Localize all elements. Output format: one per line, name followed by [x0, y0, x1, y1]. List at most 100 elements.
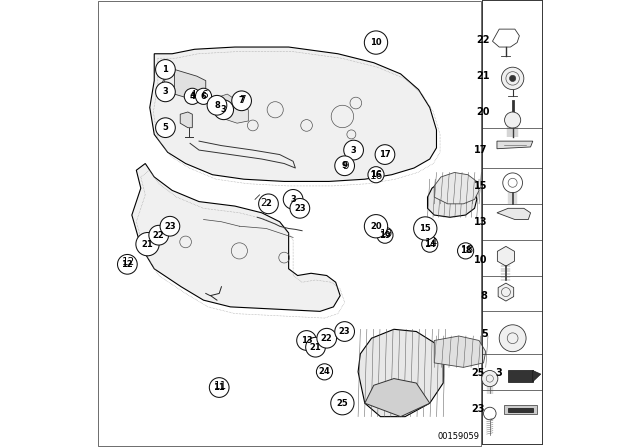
- Text: 3: 3: [351, 146, 356, 155]
- Polygon shape: [493, 29, 520, 47]
- Text: 1: 1: [163, 65, 168, 74]
- Circle shape: [297, 331, 316, 350]
- Circle shape: [290, 198, 310, 218]
- Text: 22: 22: [476, 35, 490, 45]
- Circle shape: [156, 118, 175, 138]
- Text: 9: 9: [342, 161, 348, 170]
- Text: 17: 17: [379, 150, 391, 159]
- Circle shape: [214, 100, 234, 120]
- Text: 15: 15: [474, 181, 488, 191]
- Text: 23: 23: [339, 327, 351, 336]
- Text: 23: 23: [472, 404, 485, 414]
- Text: 11: 11: [213, 383, 225, 392]
- Text: 16: 16: [370, 170, 382, 179]
- Bar: [99, 1, 481, 446]
- Circle shape: [316, 364, 333, 380]
- Circle shape: [499, 325, 526, 352]
- Text: 3: 3: [163, 87, 168, 96]
- Text: 13: 13: [474, 217, 488, 227]
- Text: 6: 6: [202, 90, 208, 100]
- Polygon shape: [498, 283, 514, 301]
- Text: 18: 18: [460, 246, 472, 255]
- Text: 23: 23: [164, 222, 176, 231]
- Text: 17: 17: [474, 145, 488, 155]
- Polygon shape: [217, 99, 248, 123]
- Text: 14: 14: [424, 238, 438, 248]
- Text: 3: 3: [495, 368, 502, 378]
- Circle shape: [160, 216, 180, 236]
- Circle shape: [284, 190, 303, 209]
- Circle shape: [482, 370, 498, 387]
- Polygon shape: [497, 246, 515, 266]
- Text: 21: 21: [310, 343, 321, 352]
- Circle shape: [232, 91, 252, 111]
- Text: 00159059: 00159059: [438, 432, 479, 441]
- Polygon shape: [428, 179, 477, 217]
- Text: 20: 20: [476, 107, 490, 117]
- Text: 22: 22: [321, 334, 333, 343]
- Polygon shape: [150, 47, 436, 181]
- Text: 10: 10: [474, 255, 488, 265]
- Text: 11: 11: [214, 381, 227, 391]
- Circle shape: [184, 88, 200, 104]
- Text: 21: 21: [141, 240, 154, 249]
- Circle shape: [344, 140, 364, 160]
- Circle shape: [509, 75, 516, 82]
- Polygon shape: [435, 172, 479, 204]
- Polygon shape: [508, 408, 533, 412]
- Circle shape: [195, 88, 212, 104]
- Text: 12: 12: [122, 257, 135, 267]
- Circle shape: [364, 215, 388, 238]
- Circle shape: [335, 156, 355, 176]
- Circle shape: [331, 392, 354, 415]
- Text: 22: 22: [153, 231, 164, 240]
- Text: 9: 9: [342, 161, 349, 171]
- Circle shape: [306, 337, 325, 357]
- Circle shape: [156, 60, 175, 79]
- Circle shape: [364, 31, 388, 54]
- Circle shape: [136, 233, 159, 256]
- Text: 2: 2: [260, 198, 266, 208]
- Text: 13: 13: [301, 336, 312, 345]
- Polygon shape: [497, 141, 533, 149]
- Circle shape: [377, 227, 393, 243]
- Text: 24: 24: [319, 367, 330, 376]
- Circle shape: [335, 322, 355, 341]
- Text: 3: 3: [221, 105, 227, 114]
- Polygon shape: [180, 112, 192, 128]
- Text: 2: 2: [266, 199, 271, 208]
- Polygon shape: [358, 329, 443, 417]
- Circle shape: [458, 243, 474, 259]
- Circle shape: [209, 378, 229, 397]
- Polygon shape: [497, 208, 531, 220]
- Polygon shape: [174, 69, 206, 101]
- Text: 12: 12: [122, 260, 133, 269]
- Bar: [508, 370, 533, 382]
- Text: 19: 19: [379, 231, 391, 240]
- Text: 5: 5: [163, 123, 168, 132]
- Circle shape: [502, 67, 524, 90]
- Circle shape: [118, 254, 137, 274]
- Text: 4: 4: [189, 92, 195, 101]
- Circle shape: [413, 217, 437, 240]
- Text: 21: 21: [476, 71, 490, 81]
- Text: 8: 8: [214, 101, 220, 110]
- Text: 23: 23: [294, 204, 306, 213]
- Text: 16: 16: [371, 171, 383, 181]
- Text: 19: 19: [380, 229, 393, 239]
- Circle shape: [156, 82, 175, 102]
- Circle shape: [375, 145, 395, 164]
- Text: 25: 25: [337, 399, 348, 408]
- Text: 3: 3: [291, 195, 296, 204]
- Text: 4: 4: [190, 90, 196, 100]
- Text: 14: 14: [424, 240, 436, 249]
- Circle shape: [259, 194, 278, 214]
- Circle shape: [207, 95, 227, 115]
- Text: 15: 15: [419, 224, 431, 233]
- Circle shape: [149, 225, 168, 245]
- Polygon shape: [533, 370, 541, 382]
- Text: 25: 25: [472, 368, 485, 378]
- Circle shape: [504, 112, 521, 128]
- Polygon shape: [221, 94, 233, 108]
- Circle shape: [422, 236, 438, 252]
